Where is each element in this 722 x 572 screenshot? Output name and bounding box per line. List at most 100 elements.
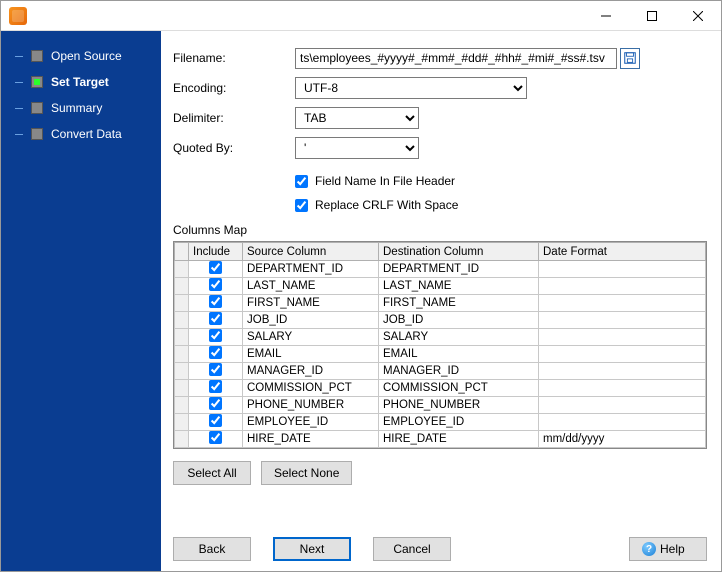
include-checkbox[interactable]: [209, 363, 222, 376]
col-date[interactable]: Date Format: [539, 243, 706, 261]
cell-include[interactable]: [189, 329, 243, 346]
next-button[interactable]: Next: [273, 537, 351, 561]
cell-include[interactable]: [189, 346, 243, 363]
cell-include[interactable]: [189, 431, 243, 448]
cell-date[interactable]: [539, 380, 706, 397]
cell-source[interactable]: JOB_ID: [243, 312, 379, 329]
minimize-button[interactable]: [583, 1, 629, 31]
row-header[interactable]: [175, 312, 189, 329]
replace-crlf-checkbox[interactable]: [295, 199, 308, 212]
table-row[interactable]: DEPARTMENT_ID DEPARTMENT_ID: [175, 261, 706, 278]
cell-dest[interactable]: PHONE_NUMBER: [379, 397, 539, 414]
field-name-header-checkbox[interactable]: [295, 175, 308, 188]
sidebar-step-3[interactable]: Convert Data: [1, 121, 161, 147]
include-checkbox[interactable]: [209, 346, 222, 359]
help-button[interactable]: ? Help: [629, 537, 707, 561]
table-row[interactable]: PHONE_NUMBER PHONE_NUMBER: [175, 397, 706, 414]
cell-source[interactable]: HIRE_DATE: [243, 431, 379, 448]
row-header[interactable]: [175, 397, 189, 414]
cell-date[interactable]: [539, 329, 706, 346]
table-row[interactable]: EMAIL EMAIL: [175, 346, 706, 363]
cell-date[interactable]: [539, 261, 706, 278]
include-checkbox[interactable]: [209, 414, 222, 427]
include-checkbox[interactable]: [209, 295, 222, 308]
browse-button[interactable]: [620, 48, 640, 69]
cell-include[interactable]: [189, 380, 243, 397]
row-header[interactable]: [175, 278, 189, 295]
include-checkbox[interactable]: [209, 278, 222, 291]
cell-source[interactable]: EMPLOYEE_ID: [243, 414, 379, 431]
cell-date[interactable]: [539, 397, 706, 414]
col-source[interactable]: Source Column: [243, 243, 379, 261]
cell-source[interactable]: DEPARTMENT_ID: [243, 261, 379, 278]
cell-dest[interactable]: EMPLOYEE_ID: [379, 414, 539, 431]
include-checkbox[interactable]: [209, 312, 222, 325]
row-header[interactable]: [175, 261, 189, 278]
encoding-select[interactable]: UTF-8: [295, 77, 527, 99]
cell-dest[interactable]: HIRE_DATE: [379, 431, 539, 448]
cell-date[interactable]: [539, 312, 706, 329]
cell-date[interactable]: mm/dd/yyyy: [539, 431, 706, 448]
cell-date[interactable]: [539, 346, 706, 363]
quoted-select[interactable]: ': [295, 137, 419, 159]
cancel-button[interactable]: Cancel: [373, 537, 451, 561]
close-button[interactable]: [675, 1, 721, 31]
cell-dest[interactable]: SALARY: [379, 329, 539, 346]
sidebar-step-1[interactable]: Set Target: [1, 69, 161, 95]
row-header[interactable]: [175, 414, 189, 431]
cell-dest[interactable]: JOB_ID: [379, 312, 539, 329]
cell-source[interactable]: COMMISSION_PCT: [243, 380, 379, 397]
row-header[interactable]: [175, 295, 189, 312]
filename-input[interactable]: [295, 48, 617, 69]
include-checkbox[interactable]: [209, 329, 222, 342]
include-checkbox[interactable]: [209, 397, 222, 410]
table-row[interactable]: EMPLOYEE_ID EMPLOYEE_ID: [175, 414, 706, 431]
sidebar-step-2[interactable]: Summary: [1, 95, 161, 121]
select-none-button[interactable]: Select None: [261, 461, 352, 485]
cell-source[interactable]: LAST_NAME: [243, 278, 379, 295]
delimiter-select[interactable]: TAB: [295, 107, 419, 129]
cell-date[interactable]: [539, 278, 706, 295]
table-row[interactable]: LAST_NAME LAST_NAME: [175, 278, 706, 295]
cell-dest[interactable]: EMAIL: [379, 346, 539, 363]
table-row[interactable]: SALARY SALARY: [175, 329, 706, 346]
maximize-button[interactable]: [629, 1, 675, 31]
table-row[interactable]: FIRST_NAME FIRST_NAME: [175, 295, 706, 312]
cell-source[interactable]: SALARY: [243, 329, 379, 346]
row-header[interactable]: [175, 363, 189, 380]
cell-include[interactable]: [189, 278, 243, 295]
table-row[interactable]: COMMISSION_PCT COMMISSION_PCT: [175, 380, 706, 397]
cell-dest[interactable]: DEPARTMENT_ID: [379, 261, 539, 278]
table-row[interactable]: HIRE_DATE HIRE_DATE mm/dd/yyyy: [175, 431, 706, 448]
cell-include[interactable]: [189, 414, 243, 431]
col-dest[interactable]: Destination Column: [379, 243, 539, 261]
cell-date[interactable]: [539, 363, 706, 380]
cell-source[interactable]: EMAIL: [243, 346, 379, 363]
cell-dest[interactable]: COMMISSION_PCT: [379, 380, 539, 397]
cell-include[interactable]: [189, 295, 243, 312]
include-checkbox[interactable]: [209, 380, 222, 393]
select-all-button[interactable]: Select All: [173, 461, 251, 485]
include-checkbox[interactable]: [209, 261, 222, 274]
cell-dest[interactable]: FIRST_NAME: [379, 295, 539, 312]
cell-source[interactable]: PHONE_NUMBER: [243, 397, 379, 414]
row-header[interactable]: [175, 329, 189, 346]
cell-dest[interactable]: LAST_NAME: [379, 278, 539, 295]
row-header[interactable]: [175, 380, 189, 397]
cell-include[interactable]: [189, 312, 243, 329]
cell-date[interactable]: [539, 414, 706, 431]
cell-source[interactable]: FIRST_NAME: [243, 295, 379, 312]
cell-include[interactable]: [189, 363, 243, 380]
cell-date[interactable]: [539, 295, 706, 312]
table-row[interactable]: JOB_ID JOB_ID: [175, 312, 706, 329]
sidebar-step-0[interactable]: Open Source: [1, 43, 161, 69]
back-button[interactable]: Back: [173, 537, 251, 561]
include-checkbox[interactable]: [209, 431, 222, 444]
cell-source[interactable]: MANAGER_ID: [243, 363, 379, 380]
cell-include[interactable]: [189, 261, 243, 278]
col-include[interactable]: Include: [189, 243, 243, 261]
cell-include[interactable]: [189, 397, 243, 414]
cell-dest[interactable]: MANAGER_ID: [379, 363, 539, 380]
table-row[interactable]: MANAGER_ID MANAGER_ID: [175, 363, 706, 380]
row-header[interactable]: [175, 431, 189, 448]
